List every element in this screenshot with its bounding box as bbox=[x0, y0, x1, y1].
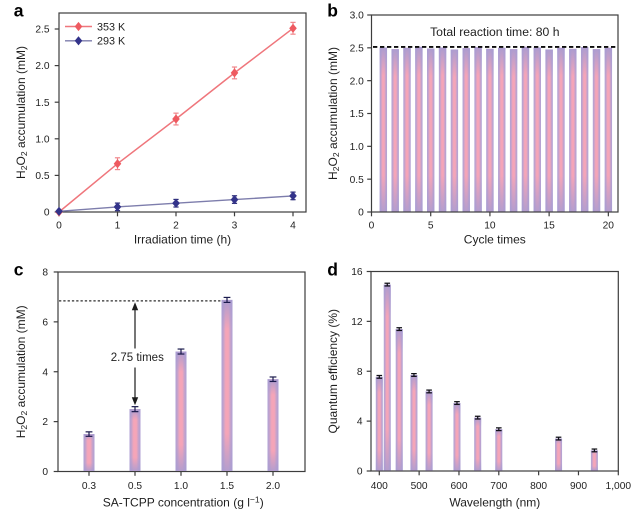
svg-text:10: 10 bbox=[484, 221, 496, 232]
svg-text:600: 600 bbox=[451, 481, 468, 492]
svg-text:0.5: 0.5 bbox=[128, 481, 142, 492]
svg-text:12: 12 bbox=[351, 317, 363, 328]
svg-text:1: 1 bbox=[115, 221, 121, 232]
svg-text:0: 0 bbox=[357, 467, 363, 478]
svg-text:8: 8 bbox=[42, 268, 48, 279]
svg-text:4: 4 bbox=[42, 367, 48, 378]
svg-text:Cycle times: Cycle times bbox=[464, 233, 526, 247]
svg-text:0: 0 bbox=[56, 221, 62, 232]
svg-text:Irradiation time (h): Irradiation time (h) bbox=[134, 233, 231, 247]
svg-text:H2O2 accumulation (mM): H2O2 accumulation (mM) bbox=[14, 305, 29, 438]
svg-text:800: 800 bbox=[530, 481, 547, 492]
svg-text:500: 500 bbox=[411, 481, 428, 492]
svg-text:2.5: 2.5 bbox=[350, 43, 364, 54]
svg-text:H2O2 accumulation (mM): H2O2 accumulation (mM) bbox=[14, 46, 29, 179]
svg-text:b: b bbox=[327, 1, 338, 21]
svg-text:2.0: 2.0 bbox=[266, 481, 280, 492]
svg-text:0: 0 bbox=[42, 467, 48, 478]
svg-text:1.0: 1.0 bbox=[174, 481, 188, 492]
svg-text:4: 4 bbox=[290, 221, 296, 232]
svg-text:293 K: 293 K bbox=[97, 36, 126, 48]
svg-text:2.5: 2.5 bbox=[35, 25, 49, 36]
svg-text:2.0: 2.0 bbox=[35, 61, 49, 72]
svg-text:8: 8 bbox=[357, 367, 363, 378]
svg-text:700: 700 bbox=[490, 481, 507, 492]
svg-text:Wavelength (nm): Wavelength (nm) bbox=[449, 495, 540, 509]
svg-text:0: 0 bbox=[358, 208, 364, 219]
svg-text:0.5: 0.5 bbox=[350, 175, 364, 186]
svg-text:Total reaction time: 80 h: Total reaction time: 80 h bbox=[430, 25, 559, 39]
svg-text:6: 6 bbox=[42, 318, 48, 329]
svg-text:15: 15 bbox=[543, 221, 555, 232]
svg-text:3: 3 bbox=[232, 221, 238, 232]
svg-text:0: 0 bbox=[369, 221, 375, 232]
svg-text:a: a bbox=[14, 1, 24, 21]
svg-text:H2O2 accumulation (mM): H2O2 accumulation (mM) bbox=[326, 47, 341, 180]
svg-text:3.0: 3.0 bbox=[350, 11, 364, 22]
svg-text:0.3: 0.3 bbox=[82, 481, 96, 492]
svg-text:2: 2 bbox=[42, 417, 48, 428]
svg-text:2: 2 bbox=[173, 221, 179, 232]
svg-text:1.0: 1.0 bbox=[350, 142, 364, 153]
svg-text:400: 400 bbox=[371, 481, 388, 492]
svg-text:1.5: 1.5 bbox=[35, 98, 49, 109]
svg-text:2.0: 2.0 bbox=[350, 76, 364, 87]
svg-text:4: 4 bbox=[357, 417, 363, 428]
svg-text:1.0: 1.0 bbox=[35, 134, 49, 145]
svg-text:0: 0 bbox=[44, 208, 50, 219]
svg-text:16: 16 bbox=[351, 267, 363, 278]
svg-text:d: d bbox=[327, 260, 338, 280]
svg-text:1.5: 1.5 bbox=[220, 481, 234, 492]
svg-text:Quantum efficiency (%): Quantum efficiency (%) bbox=[326, 309, 340, 434]
svg-text:353 K: 353 K bbox=[97, 21, 126, 33]
svg-text:900: 900 bbox=[570, 481, 587, 492]
svg-text:0.5: 0.5 bbox=[35, 171, 49, 182]
svg-text:20: 20 bbox=[603, 221, 615, 232]
svg-text:c: c bbox=[14, 259, 24, 279]
svg-text:1,000: 1,000 bbox=[606, 481, 632, 492]
svg-text:2.75 times: 2.75 times bbox=[111, 352, 164, 364]
svg-text:1.5: 1.5 bbox=[350, 109, 364, 120]
svg-text:5: 5 bbox=[428, 221, 434, 232]
svg-text:SA-TCPP concentration (g l−1): SA-TCPP concentration (g l−1) bbox=[103, 495, 264, 510]
